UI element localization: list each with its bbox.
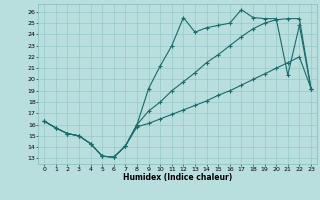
X-axis label: Humidex (Indice chaleur): Humidex (Indice chaleur)	[123, 173, 232, 182]
